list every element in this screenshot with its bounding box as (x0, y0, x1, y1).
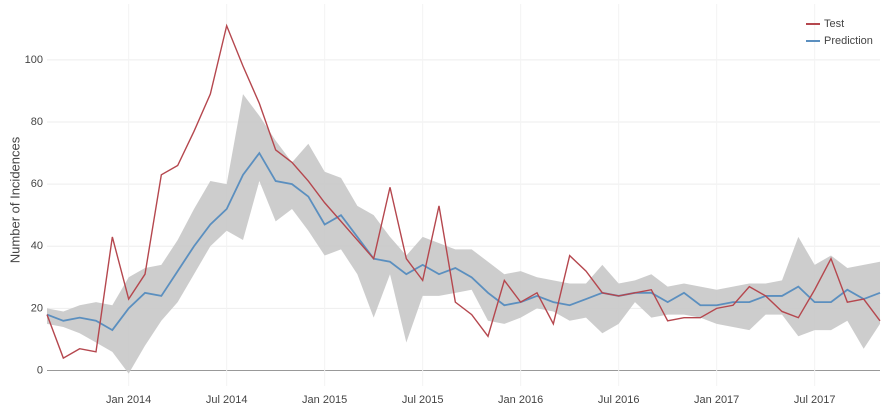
y-tick-label: 20 (31, 302, 43, 314)
x-tick-label: Jul 2016 (598, 394, 640, 406)
x-tick-label: Jul 2015 (402, 394, 444, 406)
x-tick-label: Jan 2016 (498, 394, 543, 406)
line (46, 23, 881, 360)
legend-label: Test (824, 18, 844, 30)
y-axis-label: Number of Incidences (7, 136, 22, 263)
x-tick-label: Jul 2014 (206, 394, 248, 406)
x-tick-label: Jul 2017 (794, 394, 836, 406)
x-tick-label: Jan 2014 (106, 394, 151, 406)
line (46, 151, 881, 332)
y-tick-label: 60 (31, 178, 43, 190)
y-tick-label: 100 (25, 54, 43, 66)
y-tick-label: 0 (37, 364, 43, 376)
confidence-band (47, 94, 880, 374)
legend-label: Prediction (824, 35, 873, 47)
x-tick-label: Jan 2017 (694, 394, 739, 406)
y-tick-label: 40 (31, 240, 43, 252)
y-tick-label: 80 (31, 116, 43, 128)
x-tick-label: Jan 2015 (302, 394, 347, 406)
